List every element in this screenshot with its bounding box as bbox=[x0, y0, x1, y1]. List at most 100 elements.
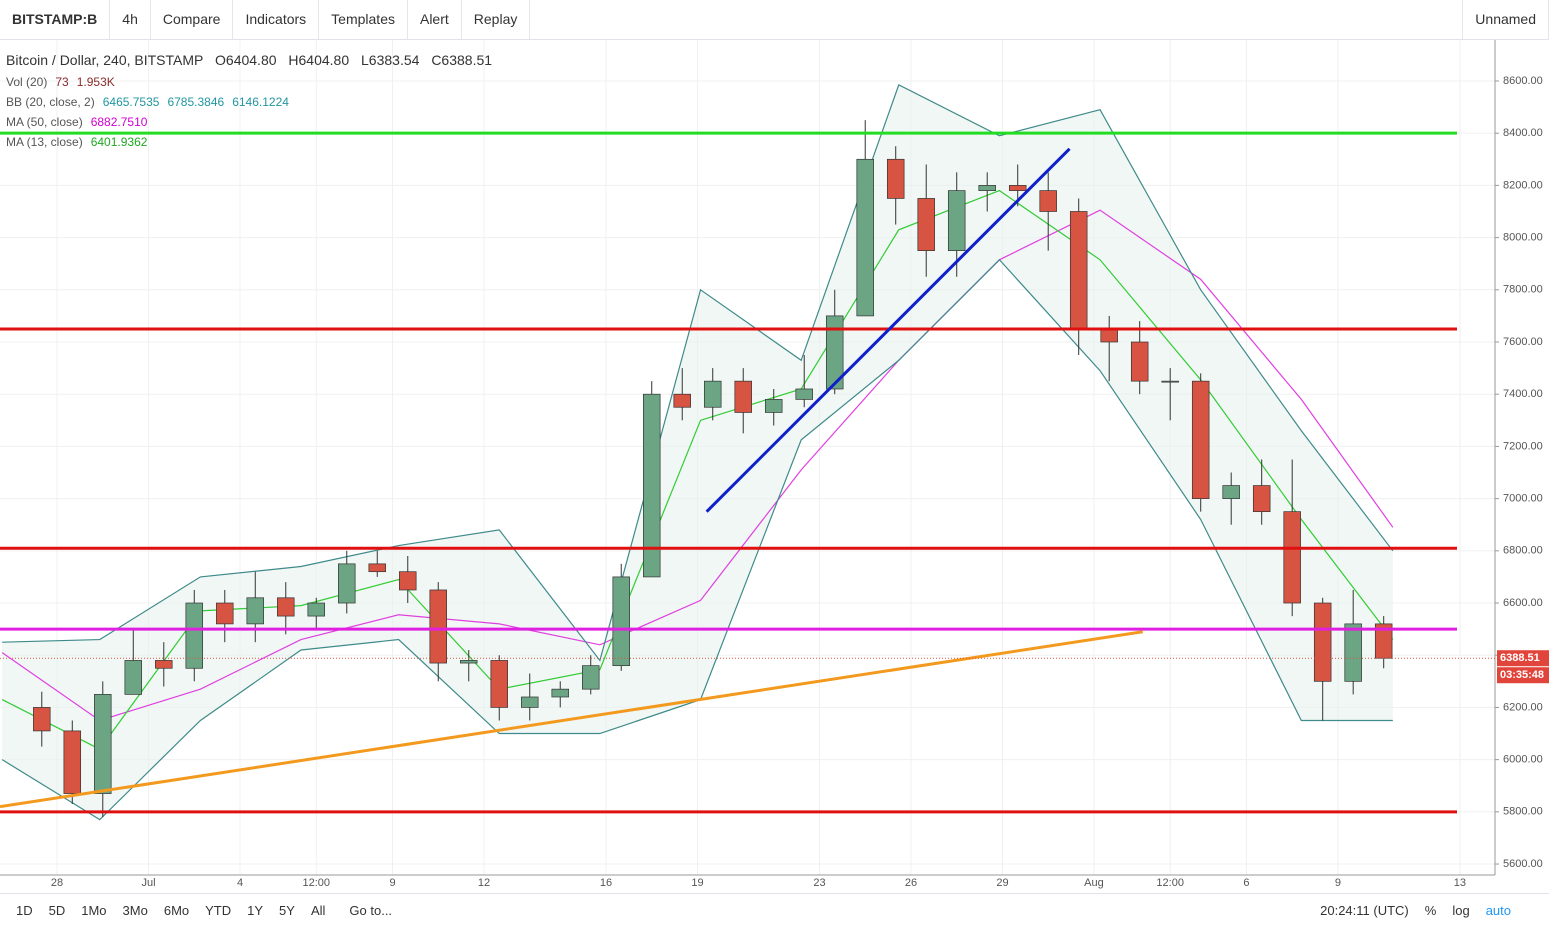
candle-body bbox=[1222, 485, 1240, 499]
y-tick-label: 8600.00 bbox=[1503, 75, 1543, 87]
compare[interactable]: Compare bbox=[151, 0, 234, 39]
x-tick-label: 12:00 bbox=[1156, 877, 1184, 889]
ohlc: O6404.80 bbox=[215, 52, 277, 68]
candle-body bbox=[1130, 341, 1149, 382]
candle-body bbox=[764, 399, 783, 413]
candle-body bbox=[917, 198, 935, 251]
layout-name[interactable]: Unnamed bbox=[1462, 0, 1549, 39]
range-button[interactable]: 1D bbox=[16, 902, 33, 918]
indicator-line bbox=[2, 84, 1394, 662]
candle-body bbox=[1283, 511, 1301, 604]
candle-body bbox=[460, 660, 478, 664]
candle-body bbox=[1344, 623, 1362, 682]
candle-body bbox=[185, 602, 204, 669]
y-tick-label: 6200.00 bbox=[1503, 701, 1543, 713]
x-tick-label: 6 bbox=[1243, 877, 1249, 889]
candle-body bbox=[1191, 380, 1210, 499]
candle-body bbox=[612, 576, 630, 667]
indicator-line bbox=[1, 209, 1394, 722]
indicator-name: MA (50, close) bbox=[6, 115, 83, 129]
legend: Bitcoin / Dollar, 240, BITSTAMP O6404.80… bbox=[6, 52, 492, 152]
candle-body bbox=[216, 602, 234, 625]
y-tick-label: 7200.00 bbox=[1503, 440, 1543, 452]
clock: 20:24:11 (UTC) bbox=[1320, 902, 1409, 918]
candle-body bbox=[277, 597, 295, 617]
series-title: Bitcoin / Dollar, 240, BITSTAMP bbox=[6, 52, 204, 68]
candle-body bbox=[521, 696, 539, 708]
range-button[interactable]: 1Mo bbox=[81, 902, 107, 918]
candle-body bbox=[856, 158, 874, 317]
countdown-label: 03:35:48 bbox=[1500, 669, 1544, 681]
candle-body bbox=[155, 660, 173, 669]
candle-body bbox=[1161, 380, 1179, 383]
candle-body bbox=[490, 660, 508, 708]
candle-body bbox=[1069, 211, 1088, 330]
candle-body bbox=[947, 190, 966, 251]
y-tick-label: 8000.00 bbox=[1503, 231, 1543, 243]
indicator-name: Vol (20) bbox=[6, 75, 48, 89]
ohlc: H6404.80 bbox=[288, 52, 350, 68]
x-tick-label: 29 bbox=[996, 877, 1008, 889]
y-tick-label: 7400.00 bbox=[1503, 388, 1543, 400]
x-tick-label: 26 bbox=[905, 877, 917, 889]
candle-body bbox=[246, 597, 265, 625]
y-tick-label: 7000.00 bbox=[1503, 493, 1543, 505]
x-tick-label: 19 bbox=[691, 877, 703, 889]
templates[interactable]: Templates bbox=[319, 0, 408, 39]
indicator-rows: Vol (20) 73 1.953K BB (20, close, 2) 6465.75… bbox=[6, 72, 492, 152]
candle-body bbox=[33, 707, 51, 732]
indicator-value: 6785.3846 bbox=[167, 95, 225, 109]
x-tick-label: 23 bbox=[813, 877, 825, 889]
candle-body bbox=[399, 571, 417, 591]
range-button[interactable]: 3Mo bbox=[122, 902, 148, 918]
indicator-name: MA (13, close) bbox=[6, 135, 83, 149]
price-tag bbox=[1497, 650, 1549, 667]
x-tick-label: Jul bbox=[141, 877, 155, 889]
legend-title: Bitcoin / Dollar, 240, BITSTAMP O6404.80… bbox=[6, 52, 492, 68]
candle-body bbox=[551, 688, 569, 698]
candle-body bbox=[1313, 602, 1332, 682]
x-tick-label: 9 bbox=[1335, 877, 1341, 889]
ohlc: L6383.54 bbox=[361, 52, 420, 68]
range-button[interactable]: 6Mo bbox=[163, 902, 190, 918]
trend-line bbox=[705, 147, 1071, 513]
x-tick-label: Aug bbox=[1084, 877, 1104, 889]
countdown-tag bbox=[1497, 667, 1549, 684]
percent[interactable]: % bbox=[1424, 902, 1437, 918]
bottom-bar: 1D 5D 1Mo 3Mo 6Mo YTD 1Y 5Y All Go to... 20:24:1… bbox=[0, 893, 1549, 926]
candle-body bbox=[1039, 190, 1057, 212]
indicator-name: BB (20, close, 2) bbox=[6, 95, 95, 109]
symbol[interactable]: BITSTAMP:B bbox=[0, 0, 111, 39]
chart: 5600.005800.006000.006200.006400.006600.… bbox=[0, 40, 1549, 889]
alert[interactable]: Alert bbox=[408, 0, 462, 39]
candle-body bbox=[124, 660, 143, 695]
range-button[interactable]: 5D bbox=[48, 902, 66, 918]
x-tick-label: 13 bbox=[1454, 877, 1466, 889]
log[interactable]: log bbox=[1452, 902, 1470, 918]
candle-body bbox=[643, 393, 661, 578]
range-button[interactable]: 5Y bbox=[279, 902, 295, 918]
auto[interactable]: auto bbox=[1485, 902, 1511, 918]
y-tick-label: 5600.00 bbox=[1503, 858, 1543, 870]
candle-body bbox=[63, 730, 82, 794]
range-button[interactable]: YTD bbox=[205, 902, 232, 918]
interval[interactable]: 4h bbox=[110, 0, 151, 39]
indicator-value: 6465.7535 bbox=[102, 95, 160, 109]
goto[interactable]: Go to... bbox=[349, 902, 393, 918]
x-tick-label: 12 bbox=[478, 877, 490, 889]
replay[interactable]: Replay bbox=[462, 0, 531, 39]
candle-body bbox=[307, 602, 325, 617]
x-tick-label: 12:00 bbox=[302, 877, 330, 889]
range-button[interactable]: 1Y bbox=[247, 902, 264, 918]
y-tick-label: 6000.00 bbox=[1503, 754, 1543, 766]
ranges: 1D 5D 1Mo 3Mo 6Mo YTD 1Y 5Y All bbox=[0, 903, 341, 918]
y-tick-label: 6800.00 bbox=[1503, 545, 1543, 557]
y-tick-label: 8200.00 bbox=[1503, 179, 1543, 191]
candle-body bbox=[825, 315, 844, 390]
candle-body bbox=[94, 694, 112, 794]
x-tick-label: 4 bbox=[237, 877, 243, 889]
indicators[interactable]: Indicators bbox=[233, 0, 320, 39]
indicator-value: 6401.9362 bbox=[90, 135, 148, 149]
range-button[interactable]: All bbox=[310, 902, 326, 918]
